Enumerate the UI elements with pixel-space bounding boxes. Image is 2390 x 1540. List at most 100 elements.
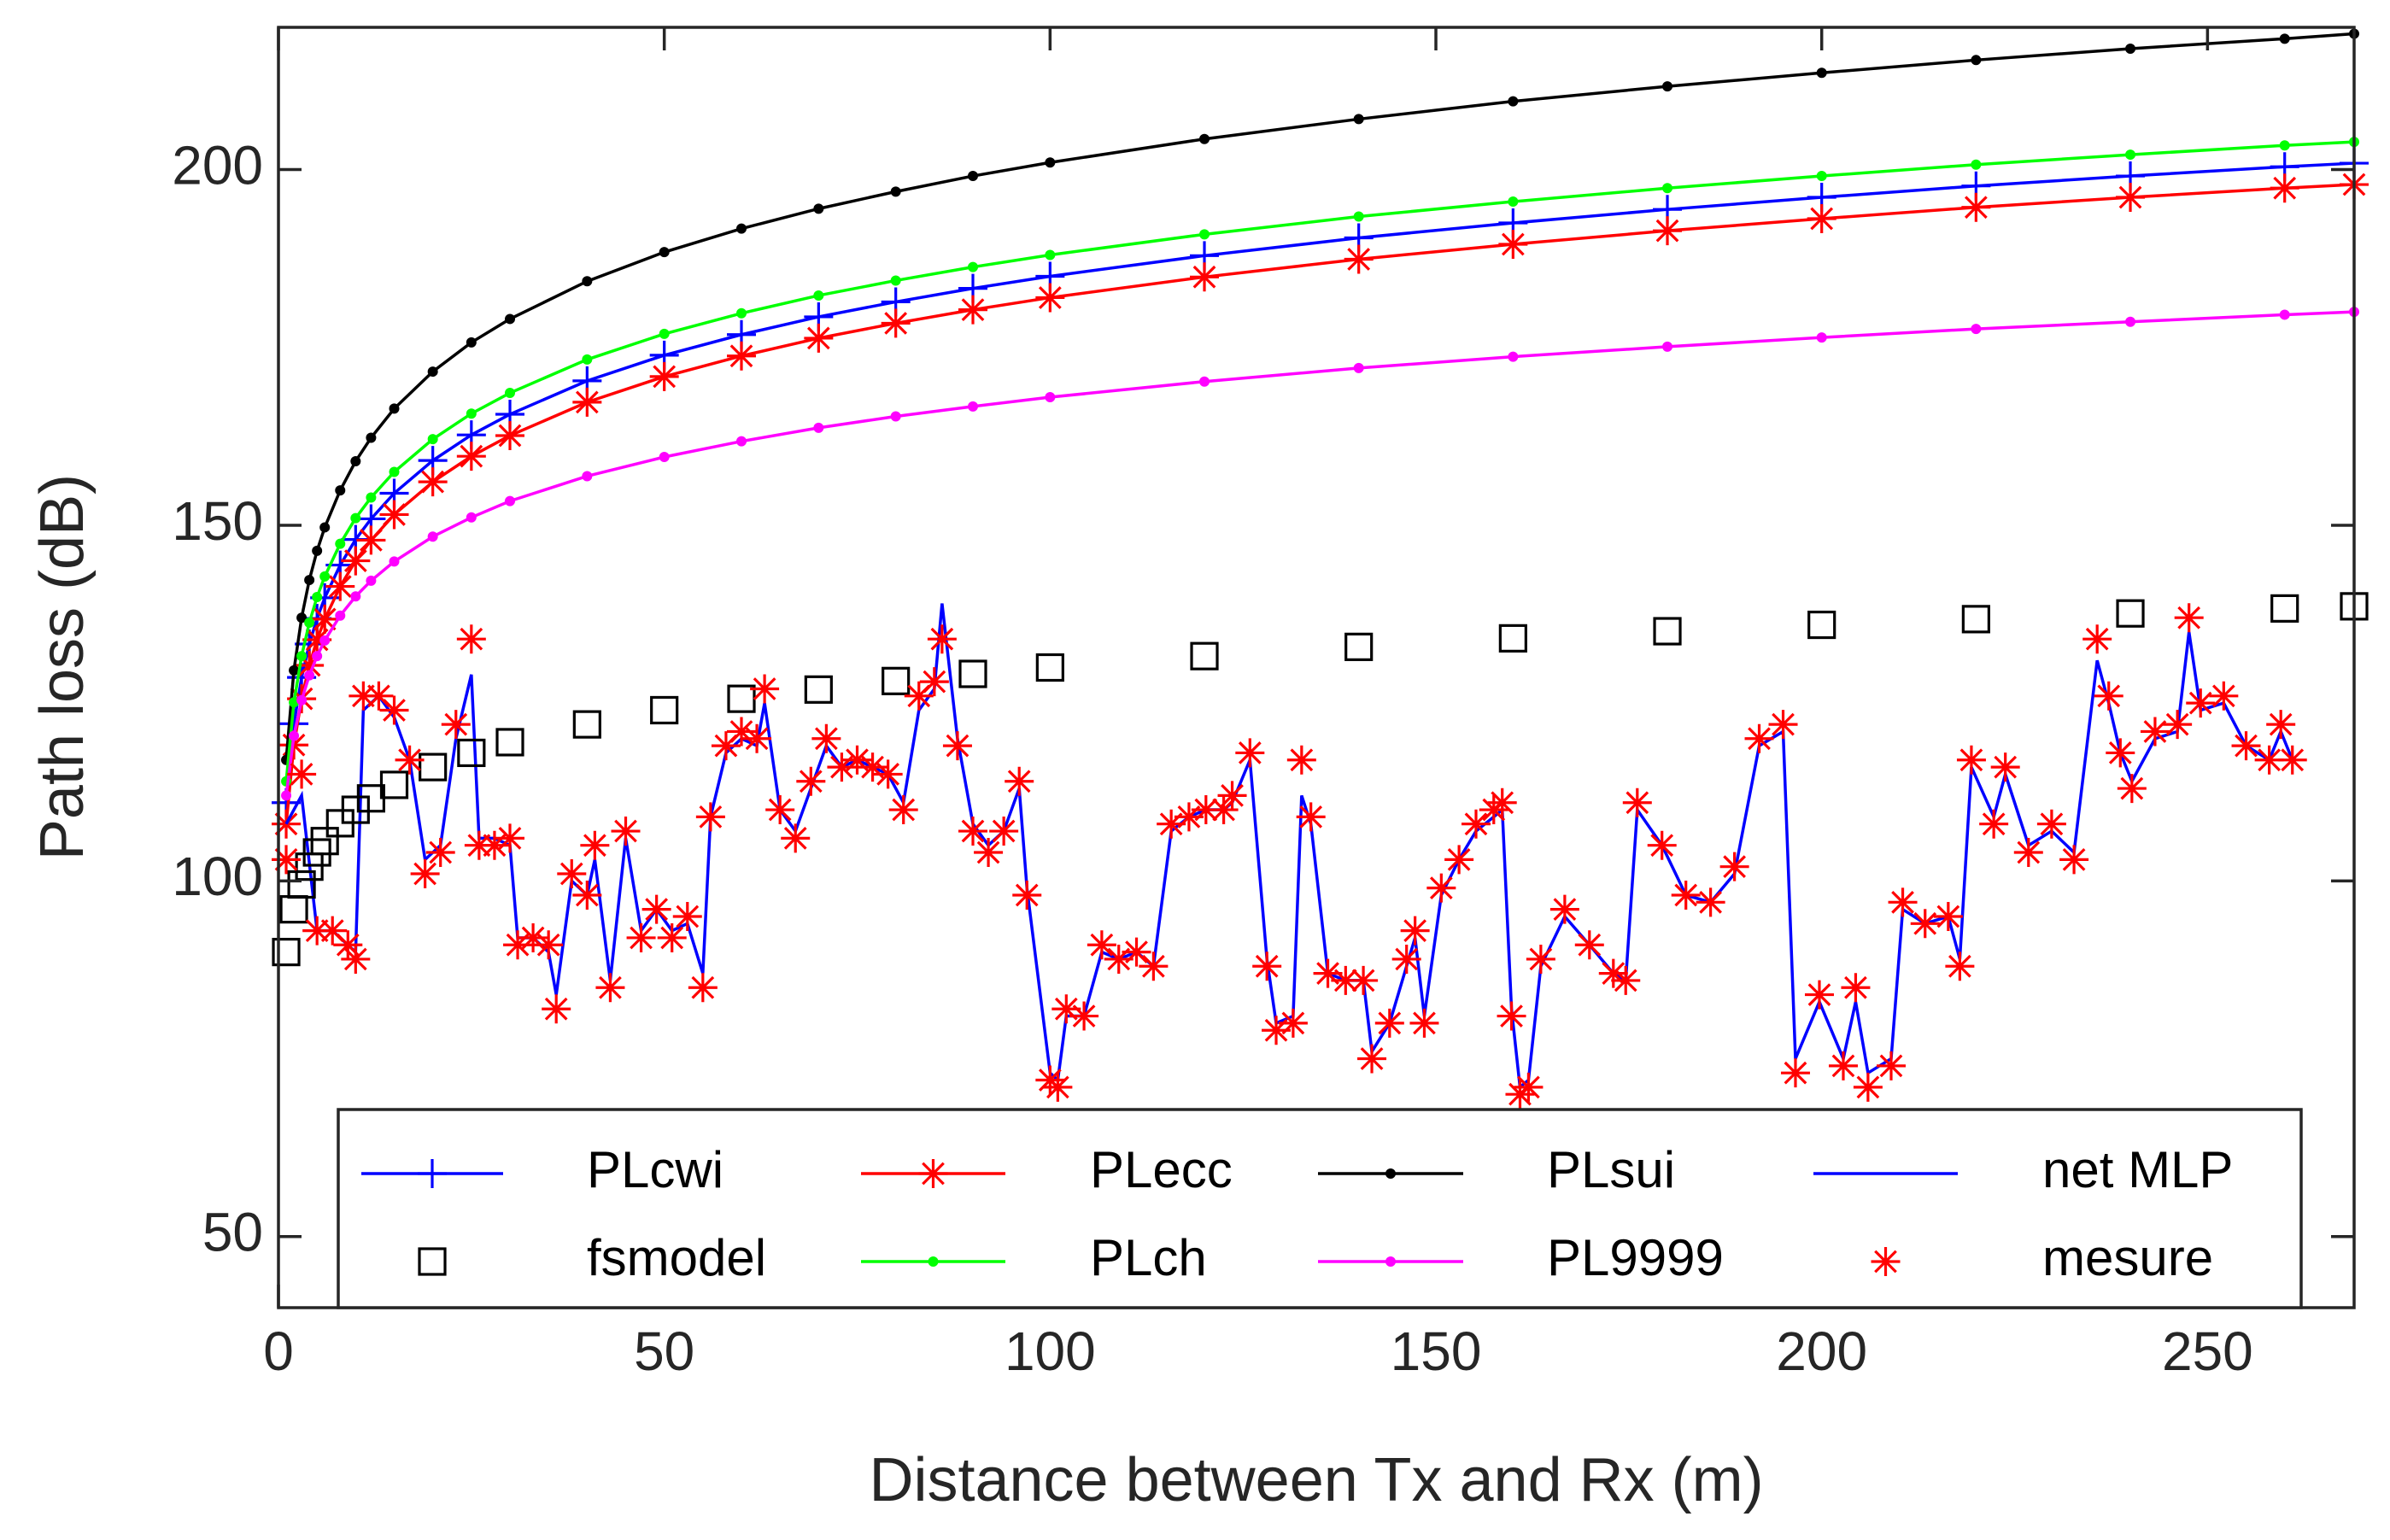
marker-dot	[312, 545, 323, 556]
marker-star	[464, 830, 494, 860]
marker-dot	[2125, 149, 2136, 161]
marker-star	[302, 916, 332, 946]
marker-star	[827, 752, 857, 782]
marker-star	[1622, 788, 1652, 817]
marker-star	[989, 817, 1019, 846]
marker-dot	[1816, 332, 1827, 343]
series-line	[284, 32, 2355, 760]
marker-star	[1910, 909, 1940, 939]
marker-star	[395, 745, 425, 775]
marker-star	[1961, 192, 1991, 222]
marker-star	[2140, 717, 2170, 747]
marker-star	[1286, 745, 1316, 775]
marker-star	[272, 845, 302, 875]
marker-star	[918, 1159, 948, 1188]
marker-star	[1719, 852, 1749, 881]
marker-star	[1209, 795, 1239, 825]
marker-square	[1035, 653, 1064, 682]
marker-star	[750, 674, 780, 704]
marker-star	[842, 745, 872, 775]
marker-star	[1217, 781, 1247, 811]
marker-star	[1933, 901, 1963, 931]
marker-dot	[813, 203, 824, 214]
marker-dot	[2279, 33, 2290, 44]
marker-square	[2116, 599, 2145, 628]
marker-star	[1514, 1072, 1544, 1102]
marker-square	[1190, 641, 1219, 670]
marker-star	[2266, 710, 2296, 740]
marker-star	[287, 759, 317, 789]
marker-dot	[1971, 324, 1982, 335]
marker-dot	[427, 434, 438, 445]
y-axis-label: Path loss (dB)	[28, 474, 97, 860]
marker-star	[2174, 603, 2204, 633]
marker-star	[804, 323, 834, 353]
marker-star	[711, 731, 741, 761]
marker-dot	[659, 328, 670, 339]
legend-label: PLsui	[1547, 1141, 1675, 1198]
marker-star	[626, 922, 656, 952]
marker-star	[1696, 887, 1725, 917]
marker-dot	[335, 538, 346, 549]
marker-dot	[466, 512, 477, 523]
marker-square	[341, 795, 370, 824]
marker-star	[1979, 809, 2009, 839]
marker-dot	[335, 610, 346, 621]
marker-dot	[312, 651, 323, 662]
marker-dot	[968, 261, 979, 272]
marker-star	[1157, 809, 1186, 839]
x-tick-label: 250	[2162, 1320, 2253, 1382]
marker-dot	[366, 492, 377, 503]
marker-star	[1426, 873, 1456, 903]
marker-star	[1853, 1072, 1883, 1102]
legend-label: net MLP	[2042, 1141, 2233, 1198]
marker-dot	[319, 522, 331, 533]
marker-dot	[427, 531, 438, 542]
x-tick-label: 200	[1776, 1320, 1867, 1382]
marker-dot	[736, 223, 747, 234]
marker-dot	[1508, 351, 1519, 362]
marker-star	[341, 944, 371, 974]
series-line	[284, 161, 2355, 803]
marker-square	[310, 827, 339, 856]
marker-dot	[350, 455, 361, 466]
marker-star	[974, 838, 1004, 868]
marker-dot	[813, 422, 824, 433]
marker-dot	[389, 556, 400, 567]
series-line	[284, 183, 2355, 824]
marker-star	[1104, 944, 1133, 974]
marker-star	[364, 681, 394, 711]
marker-square	[457, 738, 486, 768]
marker-star	[495, 421, 525, 451]
marker-star	[2094, 681, 2123, 711]
marker-dot	[350, 591, 361, 602]
marker-star	[349, 681, 378, 711]
marker-star	[1296, 802, 1326, 832]
marker-star	[1235, 738, 1265, 768]
marker-star	[2036, 809, 2066, 839]
marker-dot	[505, 313, 516, 325]
marker-square	[1344, 632, 1374, 661]
marker-star	[518, 922, 548, 952]
y-tick-label: 50	[202, 1202, 263, 1263]
marker-star	[1990, 752, 2020, 782]
marker-star	[649, 361, 679, 391]
marker-star	[580, 830, 610, 860]
marker-star	[881, 308, 911, 338]
marker-star	[727, 341, 757, 371]
marker-star	[534, 930, 564, 960]
marker-star	[1409, 1008, 1439, 1038]
marker-dot	[1508, 96, 1519, 107]
marker-star	[1391, 944, 1421, 974]
x-tick-label: 150	[1391, 1320, 1482, 1382]
marker-square	[1807, 610, 1836, 640]
marker-star	[1191, 795, 1221, 825]
marker-square	[650, 695, 679, 725]
marker-star	[904, 681, 934, 711]
marker-star	[425, 838, 455, 868]
marker-dot	[1662, 81, 1673, 92]
marker-star	[1780, 1058, 1810, 1088]
marker-star	[611, 817, 641, 846]
marker-star	[456, 624, 486, 654]
marker-square	[572, 710, 601, 739]
